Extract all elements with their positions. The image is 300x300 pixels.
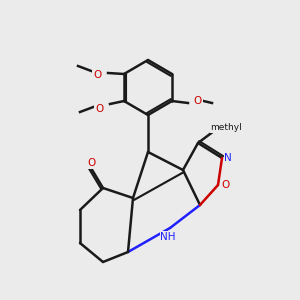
Text: O: O	[95, 104, 103, 114]
Text: O: O	[87, 158, 95, 168]
Text: NH: NH	[160, 232, 176, 242]
Text: O: O	[93, 70, 101, 80]
Text: O: O	[194, 96, 202, 106]
Text: O: O	[222, 180, 230, 190]
Text: methyl: methyl	[210, 124, 242, 133]
Text: N: N	[224, 153, 232, 163]
